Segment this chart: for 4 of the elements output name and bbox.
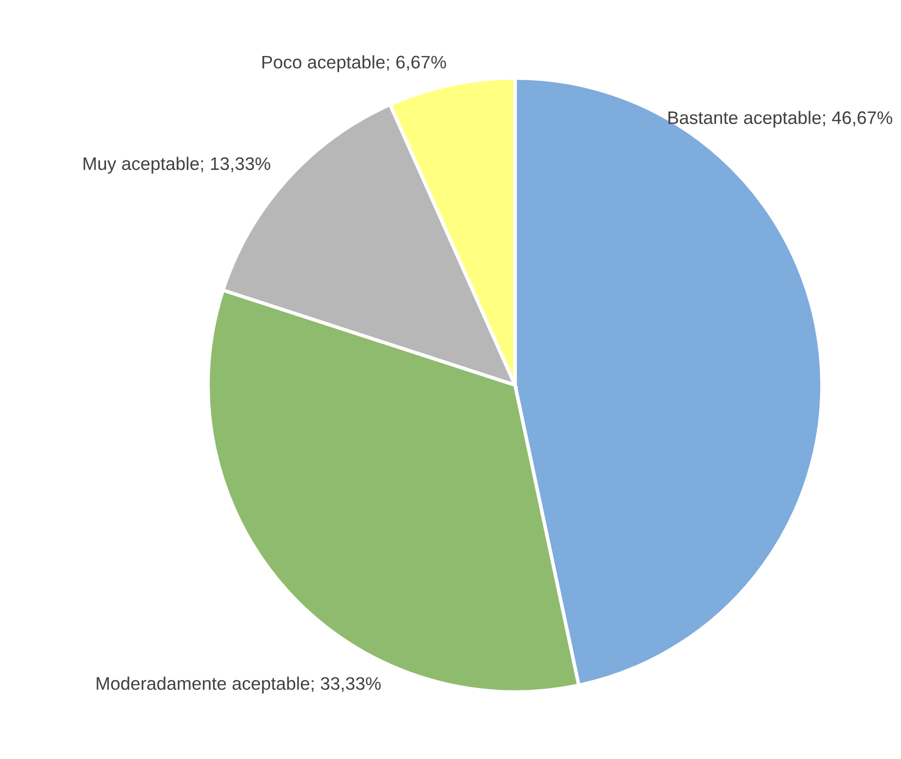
slice-label: Poco aceptable; 6,67% xyxy=(262,55,446,72)
slice-label: Muy aceptable; 13,33% xyxy=(84,156,270,174)
slice-label: Bastante aceptable; 46,67% xyxy=(668,110,892,128)
slice-label: Moderadamente aceptable; 33,33% xyxy=(96,676,381,694)
